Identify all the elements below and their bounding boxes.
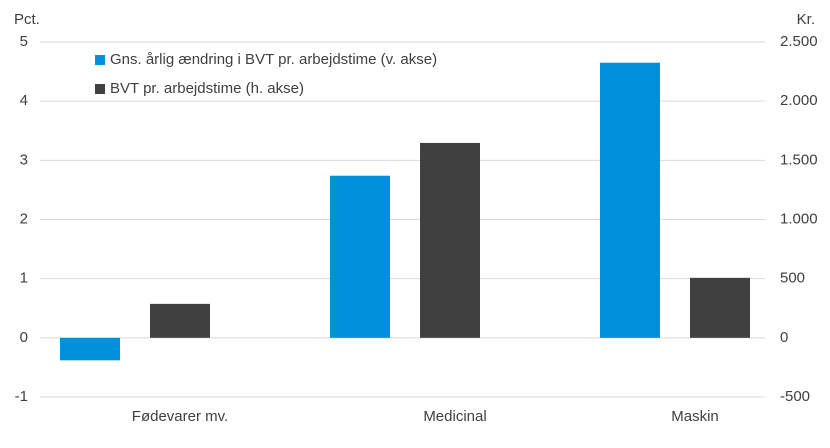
y-tick-label: -1 xyxy=(15,388,28,405)
y2-tick-label: 500 xyxy=(780,270,805,287)
bar xyxy=(600,62,660,338)
y-tick-label: 0 xyxy=(20,329,28,346)
x-tick-label: Medicinal xyxy=(423,408,487,425)
legend-label: BVT pr. arbejdstime (h. akse) xyxy=(110,80,304,97)
y-tick-label: 2 xyxy=(20,210,28,227)
x-tick-label: Fødevarer mv. xyxy=(131,408,229,425)
y2-tick-label: 0 xyxy=(780,329,788,346)
y-tick-label: 3 xyxy=(20,151,28,168)
bar xyxy=(420,142,480,338)
y-tick-label: 1 xyxy=(20,270,28,287)
left-axis-label: Pct. xyxy=(14,11,40,28)
y2-tick-label: 1.000 xyxy=(780,210,818,227)
y2-tick-label: 1.500 xyxy=(780,151,818,168)
bar xyxy=(60,337,120,361)
legend-swatch xyxy=(95,55,105,65)
x-tick-label: Maskin xyxy=(671,408,719,425)
y-tick-label: 5 xyxy=(20,33,28,50)
legend-label: Gns. årlig ændring i BVT pr. arbejdstime… xyxy=(110,51,437,68)
right-axis-label: Kr. xyxy=(797,11,815,28)
bar xyxy=(690,277,750,338)
y2-tick-label: -500 xyxy=(780,388,810,405)
legend-swatch xyxy=(95,84,105,94)
bar xyxy=(330,175,390,338)
y-tick-label: 4 xyxy=(20,92,28,109)
bar xyxy=(150,303,210,338)
y2-tick-label: 2.000 xyxy=(780,92,818,109)
y2-tick-label: 2.500 xyxy=(780,33,818,50)
